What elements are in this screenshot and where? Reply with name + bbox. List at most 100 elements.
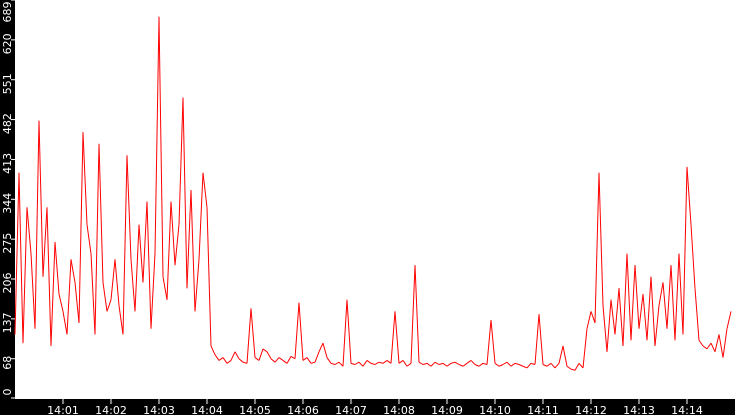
series-segment <box>430 361 436 367</box>
series-segment <box>726 311 732 329</box>
series-segment <box>710 342 716 352</box>
series-segment <box>222 357 228 364</box>
series-segment <box>686 166 692 225</box>
series-segment <box>190 190 196 312</box>
series-segment <box>646 276 652 341</box>
series-segment <box>614 288 620 335</box>
series-segment <box>434 361 440 365</box>
series-segment <box>718 334 724 358</box>
series-segment <box>182 97 188 289</box>
series-segment <box>326 357 332 364</box>
series-segment <box>622 253 628 347</box>
y-axis: 0 68 137 206 275 344 413 482 551 620 689 <box>1 0 15 399</box>
series-segment <box>202 172 208 208</box>
series-segment <box>562 345 568 367</box>
series-line <box>14 16 732 371</box>
series-segment <box>662 282 668 329</box>
series-segment <box>314 351 320 363</box>
y-tick-label: 344 <box>1 193 14 214</box>
series-segment <box>602 305 608 352</box>
series-segment <box>110 259 116 300</box>
series-segment <box>706 342 712 350</box>
series-segment <box>330 362 336 365</box>
series-segment <box>610 299 616 335</box>
series-segment <box>226 360 232 364</box>
series-segment <box>278 357 284 361</box>
y-tick-label: 137 <box>1 312 14 333</box>
series-segment <box>466 360 472 364</box>
series-segment <box>566 365 572 370</box>
series-segment <box>494 362 500 367</box>
series-segment <box>58 293 64 312</box>
series-segment <box>106 299 112 312</box>
series-segment <box>594 172 600 323</box>
series-segment <box>530 362 536 365</box>
series-segment <box>358 361 364 367</box>
series-segment <box>454 361 460 365</box>
series-segment <box>294 302 300 359</box>
series-segment <box>586 311 592 329</box>
series-segment <box>442 362 448 367</box>
series-segment <box>342 299 348 367</box>
series-segment <box>318 342 324 352</box>
series-segment <box>238 358 244 363</box>
series-segment <box>146 201 152 329</box>
series-segment <box>470 360 476 365</box>
series-segment <box>386 360 392 364</box>
series-segment <box>170 201 176 266</box>
series-segment <box>138 224 144 283</box>
series-segment <box>694 288 700 341</box>
series-segment <box>310 361 316 364</box>
series-segment <box>14 172 20 335</box>
series-segment <box>414 265 420 363</box>
series-segment <box>30 253 36 329</box>
series-segment <box>670 265 676 341</box>
series-segment <box>522 365 528 369</box>
series-segment <box>550 363 556 369</box>
x-axis-band <box>0 399 735 415</box>
series-segment <box>458 364 464 367</box>
series-segment <box>486 319 492 365</box>
series-segment <box>38 120 44 277</box>
y-tick-label: 0 <box>1 389 14 396</box>
series-segment <box>410 265 416 364</box>
series-segment <box>74 282 80 323</box>
series-segment <box>338 361 344 367</box>
series-segment <box>130 259 136 312</box>
series-segment <box>178 97 184 225</box>
series-segment <box>490 319 496 364</box>
series-segment <box>474 364 480 367</box>
series-segment <box>322 342 328 358</box>
series-segment <box>578 363 584 369</box>
series-segment <box>510 362 516 367</box>
series-segment <box>722 328 728 358</box>
y-axis-band <box>0 0 15 415</box>
series-segment <box>690 224 696 289</box>
series-segment <box>538 314 544 365</box>
series-segment <box>678 253 684 335</box>
series-segment <box>114 259 120 306</box>
series-segment <box>482 362 488 365</box>
series-segment <box>142 201 148 283</box>
series-segment <box>78 132 84 323</box>
series-segment <box>638 293 644 329</box>
series-segment <box>502 361 508 365</box>
series-segment <box>154 16 160 254</box>
series-segment <box>398 360 404 364</box>
series-segment <box>262 348 268 353</box>
series-segment <box>290 355 296 360</box>
series-segment <box>206 207 212 347</box>
series-segment <box>370 362 376 365</box>
series-segment <box>158 16 164 277</box>
x-tick-label: 14:12 <box>575 404 607 415</box>
series-segment <box>650 276 656 347</box>
series-segment <box>286 356 292 364</box>
series-segment <box>134 224 140 312</box>
series-segment <box>506 361 512 367</box>
series-segment <box>374 361 380 365</box>
series-segment <box>90 253 96 335</box>
series-segment <box>574 363 580 371</box>
series-segment <box>94 143 100 335</box>
series-segment <box>674 253 680 341</box>
